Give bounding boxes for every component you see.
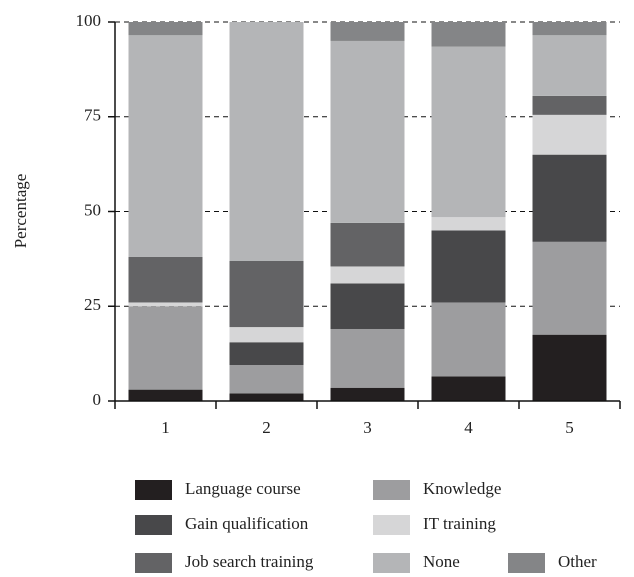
y-tick-label: 50 (84, 200, 101, 219)
bar-segment (330, 283, 405, 329)
bar-segment (431, 217, 506, 231)
bar-segment (532, 241, 607, 335)
bar-segment (532, 114, 607, 155)
legend-label: Job search training (185, 552, 314, 571)
legend-swatch (373, 553, 410, 573)
bar-segment (532, 22, 607, 36)
bar-segment (229, 364, 304, 394)
legend-swatch (508, 553, 545, 573)
bar-segment (532, 95, 607, 115)
bar-segment (330, 328, 405, 388)
bar-segment (431, 230, 506, 303)
bar-segment (431, 376, 506, 401)
bar-segment (128, 302, 203, 307)
bar-segment (128, 306, 203, 390)
x-tick-label: 2 (262, 418, 271, 437)
legend-swatch (373, 480, 410, 500)
bar-segment (330, 387, 405, 401)
y-axis-label: Percentage (11, 174, 30, 249)
legend-label: IT training (423, 514, 496, 533)
bar-segment (431, 302, 506, 377)
bar-segment (128, 389, 203, 401)
bar-segment (128, 256, 203, 303)
bar-segment (330, 266, 405, 284)
bar-segment (330, 40, 405, 223)
legend-label: Other (558, 552, 597, 571)
bar-segment (330, 22, 405, 41)
legend-swatch (373, 515, 410, 535)
bar-segment (229, 260, 304, 328)
y-tick-label: 0 (93, 390, 102, 409)
legend-label: Knowledge (423, 479, 501, 498)
legend-swatch (135, 480, 172, 500)
x-tick-label: 1 (161, 418, 170, 437)
bar-segment (431, 46, 506, 218)
y-tick-label: 25 (84, 295, 101, 314)
x-tick-label: 5 (565, 418, 574, 437)
bar-segment (532, 334, 607, 401)
legend-label: Gain qualification (185, 514, 309, 533)
legend-swatch (135, 515, 172, 535)
bar-segment (229, 393, 304, 401)
x-tick-label: 3 (363, 418, 372, 437)
bar-segment (128, 22, 203, 36)
bar-segment (229, 342, 304, 365)
bar-segment (128, 35, 203, 257)
bar-segment (229, 327, 304, 343)
legend-label: None (423, 552, 460, 571)
y-tick-label: 75 (84, 106, 101, 125)
bar-segment (532, 154, 607, 242)
legend-swatch (135, 553, 172, 573)
legend-label: Language course (185, 479, 301, 498)
bar-segment (532, 35, 607, 96)
bar-segment (229, 22, 304, 261)
y-tick-label: 100 (76, 11, 102, 30)
bar-segment (431, 22, 506, 47)
bar-segment (330, 222, 405, 267)
x-tick-label: 4 (464, 418, 473, 437)
